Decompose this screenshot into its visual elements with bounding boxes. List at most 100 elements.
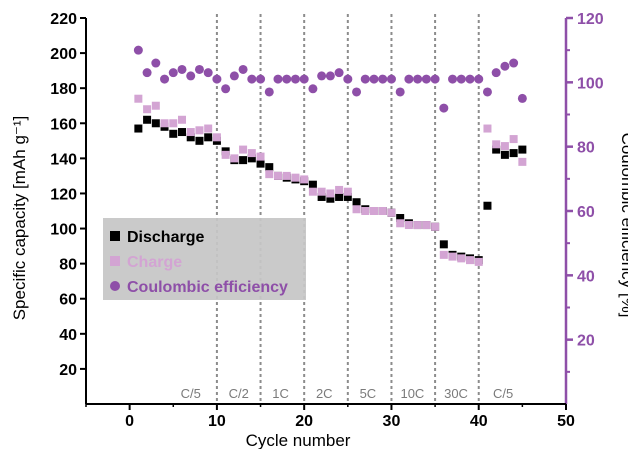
charge-point [370, 207, 378, 215]
charge-point [509, 135, 518, 144]
coulombic-efficiency-point [352, 87, 362, 97]
coulombic-efficiency-point [308, 84, 318, 94]
coulombic-efficiency-point [290, 74, 300, 84]
coulombic-efficiency-point [264, 87, 274, 97]
discharge-point [352, 198, 361, 207]
coulombic-efficiency-point [517, 93, 527, 103]
x-tick-label: 10 [208, 413, 226, 430]
charge-point [239, 145, 248, 154]
rate-label: 1C [272, 386, 289, 401]
charge-point [483, 124, 492, 133]
legend-marker-discharge [110, 231, 120, 241]
charge-point [195, 126, 204, 135]
coulombic-efficiency-point [482, 87, 492, 97]
legend-box [103, 218, 306, 300]
coulombic-efficiency-point [491, 68, 501, 78]
charge-point [282, 171, 291, 180]
discharge-point [178, 128, 186, 137]
charge-point [492, 140, 501, 149]
discharge-point [256, 159, 265, 168]
coulombic-efficiency-point [500, 61, 510, 71]
coulombic-efficiency-point [282, 74, 292, 84]
coulombic-efficiency-point [238, 64, 248, 74]
discharge-point [335, 192, 344, 201]
coulombic-efficiency-point [168, 68, 178, 78]
y-tick-label: 220 [50, 11, 77, 28]
rate-labels: C/5 C/2 1C 2C 5C 10C 30C C/5 [181, 386, 514, 401]
y-tick-label: 40 [59, 327, 77, 344]
charge-point [326, 189, 335, 198]
coulombic-efficiency-point [474, 74, 484, 84]
charge-point [404, 221, 413, 230]
discharge-point [195, 136, 204, 145]
y-tick-label: 140 [50, 151, 77, 168]
discharge-point [186, 133, 195, 142]
coulombic-efficiency-point [369, 74, 379, 84]
y-tick-label: 160 [50, 116, 77, 133]
coulombic-efficiency-point [194, 64, 204, 74]
discharge-point [326, 194, 335, 203]
charge-point [439, 250, 448, 259]
coulombic-efficiency-point [430, 74, 440, 84]
coulombic-efficiency-point [439, 103, 449, 113]
coulombic-efficiency-point [456, 74, 466, 84]
charge-point [186, 128, 195, 137]
coulombic-efficiency-point [151, 58, 161, 68]
y2-axis-title: Coulombic efficiency [%] [618, 133, 628, 318]
coulombic-efficiency-point [465, 74, 475, 84]
rate-label: C/5 [181, 386, 201, 401]
x-tick-label: 20 [295, 413, 313, 430]
charge-point [431, 222, 440, 231]
y-tick-label: 200 [50, 46, 77, 63]
axes: 0 10 20 30 40 50 20 40 60 80 100 120 140 160 180 200 220… [50, 11, 604, 430]
discharge-point [151, 119, 160, 128]
coulombic-efficiency-point [343, 74, 353, 84]
legend-label-coulombic-efficiency: Coulombic efficiency [127, 279, 288, 296]
coulombic-efficiency-point [203, 68, 213, 78]
discharge-point [483, 201, 492, 210]
charge-point [500, 142, 509, 151]
charge-point [343, 187, 352, 196]
y-tick-label: 100 [50, 222, 77, 239]
discharge-point [343, 192, 352, 201]
y2-tick-label: 60 [577, 204, 595, 221]
charge-point [274, 171, 282, 180]
charge-point [265, 170, 274, 179]
x-tick-label: 40 [470, 413, 488, 430]
charge-point [291, 173, 300, 182]
charge-point [134, 94, 143, 103]
y-tick-label: 120 [50, 186, 77, 203]
discharge-point [247, 154, 256, 163]
discharge-point [500, 150, 509, 159]
y2-tick-label: 120 [577, 11, 604, 28]
rate-label: C/5 [493, 386, 513, 401]
discharge-point [308, 180, 317, 189]
charge-point [308, 187, 317, 196]
discharge-point [204, 133, 213, 142]
y-axis-title: Specific capacity [mAh g⁻¹] [10, 116, 29, 321]
charge-point [448, 252, 457, 261]
legend-label-charge: Charge [127, 254, 182, 271]
discharge-point [134, 124, 143, 133]
x-axis-title: Cycle number [246, 431, 351, 449]
coulombic-efficiency-point [404, 74, 414, 84]
charge-point [300, 175, 309, 184]
charge-point [396, 219, 405, 228]
charge-point [466, 256, 474, 265]
discharge-point [509, 149, 518, 158]
charge-point [178, 115, 186, 124]
y-tick-label: 20 [59, 362, 77, 379]
y2-tick-label: 80 [577, 140, 595, 157]
legend: Discharge Charge Coulombic efficiency [110, 229, 288, 296]
rate-label: 5C [360, 386, 377, 401]
charge-point [247, 149, 256, 158]
rate-label: 2C [316, 386, 333, 401]
charge-point [169, 119, 178, 128]
coulombic-efficiency-point [413, 74, 423, 84]
charge-point [378, 207, 387, 215]
rate-label: C/2 [229, 386, 249, 401]
discharge-point [396, 214, 405, 223]
charge-point [212, 133, 221, 142]
x-tick-label: 50 [557, 413, 575, 430]
